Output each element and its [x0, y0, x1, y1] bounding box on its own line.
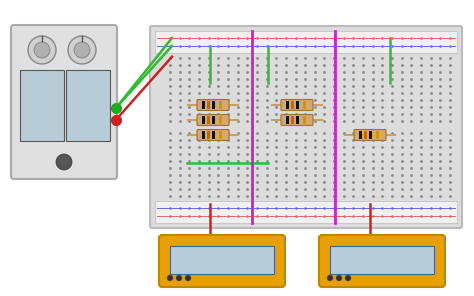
Bar: [212, 116, 215, 124]
Bar: [296, 116, 299, 124]
FancyBboxPatch shape: [11, 25, 117, 179]
Circle shape: [327, 275, 333, 281]
Bar: [202, 131, 205, 139]
Bar: [303, 116, 306, 124]
Circle shape: [167, 275, 173, 281]
Circle shape: [68, 36, 96, 64]
Bar: [155, 31, 457, 53]
Bar: [376, 131, 379, 139]
Bar: [207, 116, 210, 124]
Bar: [202, 116, 205, 124]
Bar: [66, 70, 110, 141]
Bar: [20, 70, 64, 141]
Bar: [296, 101, 299, 109]
Circle shape: [28, 36, 56, 64]
FancyBboxPatch shape: [281, 115, 313, 126]
Bar: [330, 246, 434, 274]
Bar: [212, 101, 215, 109]
Bar: [155, 201, 457, 223]
FancyBboxPatch shape: [159, 235, 285, 287]
FancyBboxPatch shape: [150, 26, 462, 228]
Bar: [303, 101, 306, 109]
Bar: [219, 116, 222, 124]
Bar: [292, 101, 294, 109]
FancyBboxPatch shape: [197, 130, 229, 141]
Bar: [219, 101, 222, 109]
Circle shape: [34, 42, 50, 58]
FancyBboxPatch shape: [197, 115, 229, 126]
FancyBboxPatch shape: [354, 130, 386, 141]
Circle shape: [56, 154, 72, 170]
Bar: [365, 131, 367, 139]
Circle shape: [176, 275, 182, 281]
FancyBboxPatch shape: [197, 99, 229, 110]
Bar: [207, 101, 210, 109]
Bar: [212, 131, 215, 139]
Circle shape: [336, 275, 342, 281]
Bar: [292, 116, 294, 124]
FancyBboxPatch shape: [281, 99, 313, 110]
Circle shape: [185, 275, 191, 281]
FancyBboxPatch shape: [319, 235, 445, 287]
Bar: [359, 131, 362, 139]
Bar: [286, 116, 289, 124]
Bar: [219, 131, 222, 139]
Bar: [202, 101, 205, 109]
Bar: [286, 101, 289, 109]
Bar: [155, 123, 457, 131]
Bar: [207, 131, 210, 139]
Bar: [369, 131, 372, 139]
Bar: [170, 246, 274, 274]
Circle shape: [74, 42, 90, 58]
Circle shape: [345, 275, 351, 281]
